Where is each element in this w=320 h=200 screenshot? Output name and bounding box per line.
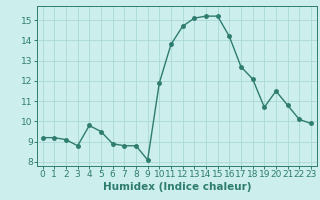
X-axis label: Humidex (Indice chaleur): Humidex (Indice chaleur)	[102, 182, 251, 192]
